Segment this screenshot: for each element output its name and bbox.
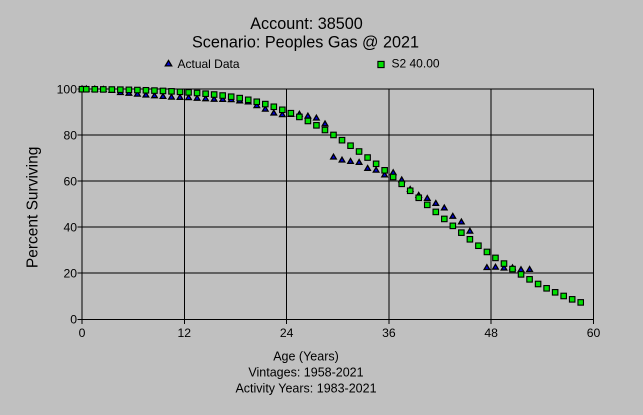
svg-text:48: 48 bbox=[484, 326, 498, 340]
svg-text:Activity Years: 1983-2021: Activity Years: 1983-2021 bbox=[235, 381, 376, 395]
svg-text:S2 40.00: S2 40.00 bbox=[392, 57, 440, 71]
svg-text:20: 20 bbox=[63, 267, 77, 281]
svg-text:36: 36 bbox=[382, 326, 396, 340]
svg-text:40: 40 bbox=[63, 221, 77, 235]
svg-text:60: 60 bbox=[587, 326, 601, 340]
svg-text:80: 80 bbox=[63, 128, 77, 142]
svg-text:0: 0 bbox=[70, 313, 77, 327]
svg-text:100: 100 bbox=[57, 82, 78, 96]
svg-text:60: 60 bbox=[63, 174, 77, 188]
svg-text:Age (Years): Age (Years) bbox=[273, 349, 339, 363]
svg-text:Scenario: Peoples Gas @ 2021: Scenario: Peoples Gas @ 2021 bbox=[192, 34, 419, 52]
svg-text:0: 0 bbox=[79, 326, 86, 340]
svg-text:Percent Surviving: Percent Surviving bbox=[25, 147, 42, 268]
svg-text:Account: 38500: Account: 38500 bbox=[250, 15, 363, 33]
svg-text:12: 12 bbox=[178, 326, 192, 340]
svg-text:Vintages: 1958-2021: Vintages: 1958-2021 bbox=[248, 365, 363, 379]
svg-text:Actual Data: Actual Data bbox=[178, 57, 240, 71]
svg-text:24: 24 bbox=[280, 326, 294, 340]
